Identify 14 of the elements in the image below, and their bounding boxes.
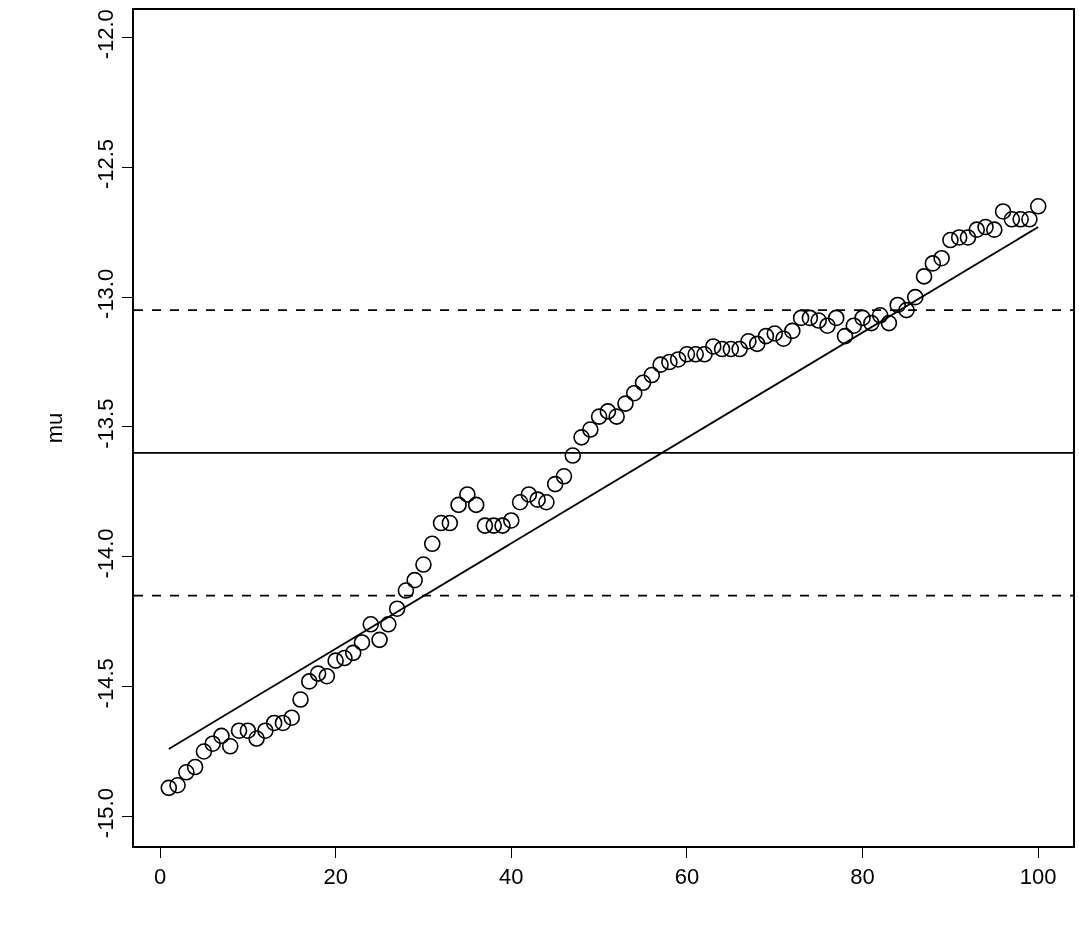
- y-tick-label: -15.0: [93, 788, 119, 839]
- x-tick-label: 100: [1019, 864, 1057, 890]
- y-tick-label: -13.5: [93, 398, 119, 449]
- x-tick-label: 80: [850, 864, 875, 890]
- x-tick-label: 60: [674, 864, 700, 890]
- x-tick-label: 20: [323, 864, 348, 890]
- x-tick-label: 0: [153, 864, 167, 890]
- y-tick-label: -14.0: [93, 528, 119, 579]
- y-tick-label: -14.5: [93, 658, 119, 709]
- x-tick-label: 40: [499, 864, 524, 890]
- y-tick-label: -13.0: [93, 268, 119, 319]
- y-axis-title: mu: [41, 412, 67, 444]
- y-tick-label: -12.5: [93, 138, 119, 190]
- y-tick-label: -12.0: [93, 9, 119, 60]
